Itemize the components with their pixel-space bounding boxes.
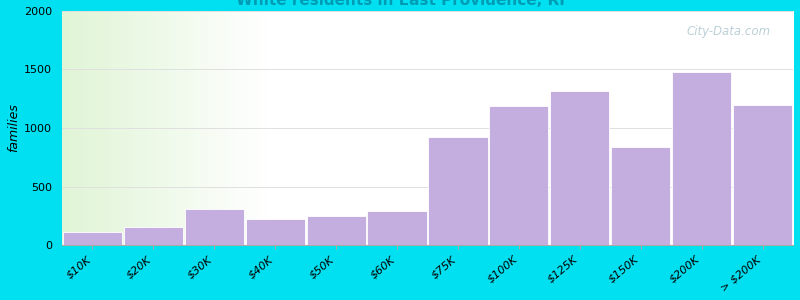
Bar (490, 106, 549, 245)
Bar (550, 91, 610, 245)
Bar (63, 232, 122, 245)
Bar (124, 227, 183, 245)
Text: City-Data.com: City-Data.com (687, 25, 771, 38)
Bar (733, 105, 792, 245)
Bar (367, 211, 426, 245)
Text: White residents in East Providence, RI: White residents in East Providence, RI (235, 0, 565, 8)
Bar (306, 216, 366, 245)
Bar (246, 219, 305, 245)
Bar (672, 72, 731, 245)
Bar (611, 147, 670, 245)
Y-axis label: families: families (7, 103, 20, 152)
Bar (185, 209, 244, 245)
Bar (429, 137, 487, 245)
